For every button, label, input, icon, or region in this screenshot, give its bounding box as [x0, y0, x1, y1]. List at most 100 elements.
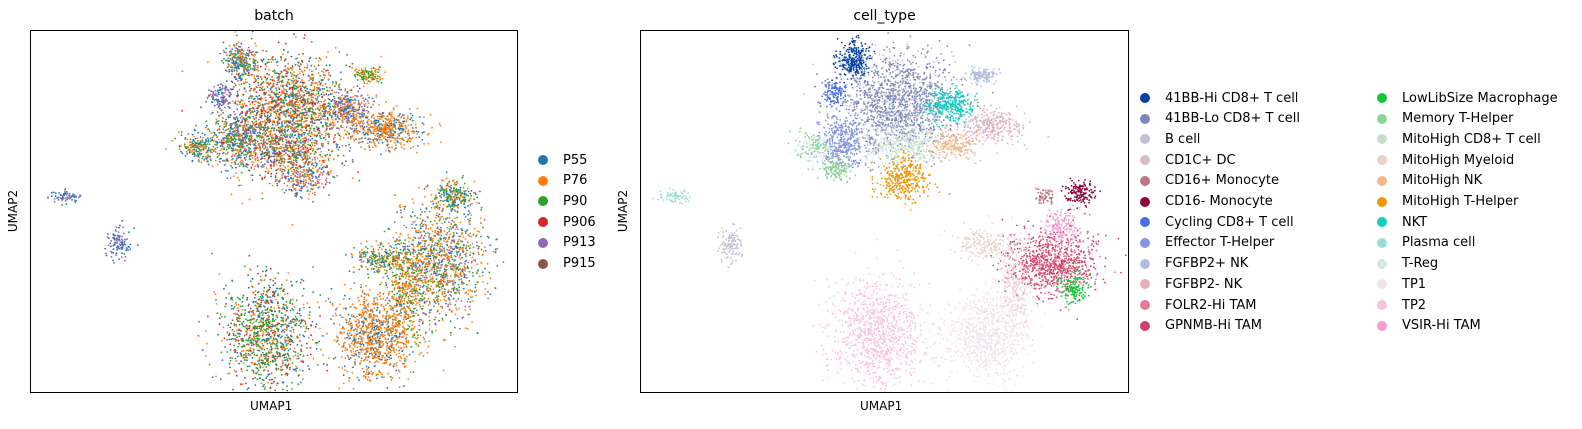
scatter-point — [286, 82, 289, 85]
scatter-point — [314, 161, 317, 164]
scatter-point — [322, 71, 325, 74]
scatter-point — [398, 114, 401, 117]
scatter-point — [303, 66, 306, 69]
scatter-point — [384, 130, 386, 133]
scatter-point — [237, 128, 239, 130]
scatter-point — [327, 142, 330, 145]
scatter-point — [307, 182, 310, 185]
scatter-point — [263, 128, 266, 131]
scatter-point — [311, 113, 313, 116]
scatter-point — [294, 63, 297, 66]
scatter-point — [287, 158, 290, 161]
scatter-point — [393, 148, 396, 151]
scatter-point — [380, 153, 382, 156]
scatter-point — [295, 116, 298, 119]
scatter-point — [243, 102, 246, 105]
scatter-point — [314, 139, 316, 142]
scatter-point — [193, 155, 196, 158]
scatter-point — [301, 130, 304, 133]
scatter-point — [362, 112, 365, 115]
scatter-point — [397, 120, 400, 123]
scatter-point — [303, 133, 306, 136]
scatter-point — [264, 122, 267, 125]
scatter-point — [270, 167, 273, 170]
scatter-point — [288, 144, 291, 147]
scatter-point — [371, 146, 374, 148]
scatter-point — [315, 135, 318, 138]
scatter-point — [235, 126, 238, 129]
scatter-point — [279, 126, 281, 129]
scatter-point — [251, 125, 254, 127]
scatter-point — [299, 173, 302, 175]
scatter-point — [344, 144, 347, 147]
scatter-point — [242, 50, 245, 53]
scatter-point — [322, 124, 324, 127]
scatter-point — [223, 123, 226, 125]
scatter-point — [380, 81, 383, 84]
scatter-point — [307, 140, 310, 143]
scatter-point — [294, 112, 296, 114]
scatter-point — [313, 88, 315, 91]
scatter-point — [253, 121, 256, 124]
scatter-point — [359, 122, 362, 125]
scatter-point — [246, 49, 249, 51]
scatter-point — [329, 123, 331, 126]
scatter-point — [258, 129, 261, 132]
scatter-point — [423, 131, 425, 133]
scatter-point — [351, 159, 354, 161]
scatter-point — [407, 138, 409, 141]
scatter-point — [262, 104, 265, 107]
scatter-point — [328, 89, 330, 92]
scatter-point — [302, 97, 305, 99]
scatter-point — [216, 103, 219, 106]
scatter-point — [306, 117, 309, 119]
scatter-point — [270, 58, 272, 61]
scatter-point — [240, 112, 242, 115]
scatter-point — [295, 159, 298, 162]
scatter-point — [234, 129, 237, 131]
scatter-point — [241, 115, 243, 118]
scatter-point — [171, 139, 174, 142]
scatter-point — [226, 146, 229, 148]
scatter-point — [352, 115, 355, 118]
scatter-point — [385, 149, 387, 152]
scatter-point — [268, 182, 271, 185]
scatter-point — [249, 68, 252, 70]
scatter-point — [362, 120, 365, 122]
scatter-point — [275, 89, 278, 92]
scatter-point — [234, 121, 237, 124]
scatter-point — [291, 135, 293, 138]
scatter-point — [265, 99, 267, 102]
scatter-point — [373, 142, 376, 145]
scatter-point — [325, 106, 327, 109]
scatter-point — [313, 122, 316, 125]
scatter-point — [306, 186, 308, 188]
scatter-point — [341, 109, 343, 112]
scatter-point — [296, 181, 299, 184]
scatter-point — [326, 89, 329, 92]
scatter-point — [234, 50, 237, 52]
scatter-point — [264, 130, 267, 132]
scatter-point — [355, 108, 358, 111]
scatter-point — [192, 139, 195, 142]
scatter-point — [312, 184, 315, 187]
scatter-point — [240, 55, 243, 58]
scatter-point — [270, 175, 273, 178]
scatter-point — [251, 154, 254, 157]
scatter-point — [221, 145, 224, 148]
scatter-point — [353, 247, 355, 249]
scatter-point — [396, 140, 399, 142]
scatter-point — [403, 143, 406, 146]
scatter-point — [240, 184, 242, 187]
scatter-point — [248, 198, 251, 201]
scatter-point — [450, 254, 452, 257]
scatter-point — [234, 113, 237, 116]
scatter-point — [211, 95, 213, 98]
scatter-point — [330, 100, 333, 102]
scatter-point — [365, 115, 367, 117]
scatter-point — [379, 118, 382, 121]
scatter-point — [247, 146, 250, 149]
scatter-point — [469, 247, 471, 250]
scatter-point — [229, 58, 232, 60]
scatter-point — [248, 138, 251, 140]
